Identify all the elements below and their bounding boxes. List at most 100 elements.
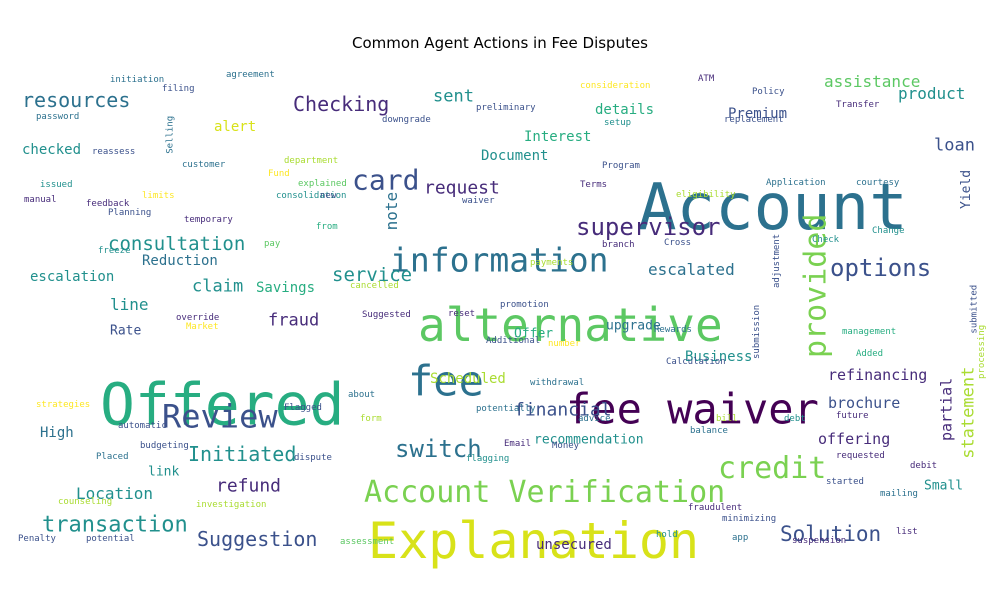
word-solution: Solution [780,522,881,546]
word-credit: credit [718,451,826,486]
word-application: Application [766,178,826,188]
word-dispute: dispute [294,453,332,463]
word-advice: advice [578,414,611,424]
word-escalation: escalation [30,269,114,285]
word-checking: Checking [293,92,389,116]
word-placed: Placed [96,452,129,462]
word-planning: Planning [108,208,151,218]
word-rate: Rate [110,323,141,338]
word-app: app [732,533,748,543]
word-processing: processing [977,325,987,379]
word-financial: financial [514,399,612,420]
word-hold: hold [656,530,678,540]
word-form: form [360,414,382,424]
word-fee-waiver: fee waiver [566,385,819,434]
word-about: about [348,390,375,400]
word-checked: checked [22,142,81,158]
word-payments: payments [530,258,573,268]
word-market: Market [186,322,219,332]
word-supervisor: supervisor [576,213,721,241]
word-from: from [316,222,338,232]
word-adjustment: adjustment [772,234,782,288]
word-selling: Selling [166,116,176,154]
word-claim: claim [192,277,243,297]
word-started: started [826,477,864,487]
word-business: Business [685,349,752,365]
word-replacement: replacement [724,115,784,125]
word-atm: ATM [698,74,715,84]
word-minimizing: minimizing [722,514,776,524]
word-debit: debit [910,461,937,471]
word-offered: Offered [100,370,344,438]
word-potentially: potentially [476,404,536,414]
word-waiver: waiver [462,196,495,206]
word-courtesy: courtesy [856,178,900,188]
word-details: details [595,102,654,118]
word-change: Change [872,226,905,236]
word-eligibility: eligibility [676,190,736,200]
word-line: line [110,295,149,314]
word-withdrawal: withdrawal [530,378,584,388]
word-fraud: fraud [268,311,319,331]
word-savings: Savings [256,280,315,296]
word-new: new [320,191,337,201]
word-cancelled: cancelled [350,281,399,291]
word-flagged: Flagged [284,403,322,413]
word-initiation: initiation [110,75,164,85]
word-downgrade: downgrade [382,115,431,125]
word-small: Small [924,478,963,493]
word-location: Location [76,484,153,503]
word-department: department [284,156,338,166]
word-debt: debt [784,414,806,424]
word-calculation: Calculation [666,357,726,367]
word-override: override [176,313,219,323]
word-brochure: brochure [828,394,900,412]
word-reduction: Reduction [142,253,218,269]
word-agreement: agreement [226,70,275,80]
word-review: Review [162,398,278,436]
word-suspension: suspension [792,536,846,546]
word-provided: provided [799,214,834,359]
word-service: service [332,264,412,286]
word-options: options [830,254,931,282]
word-added: Added [856,349,883,359]
word-fraudulent: fraudulent [688,503,742,513]
word-investigation: investigation [196,500,266,510]
word-penalty: Penalty [18,534,57,544]
word-upgrade: upgrade [606,318,661,333]
word-assessment: assessment [340,537,394,547]
word-switch: switch [395,435,482,463]
word-consolidation: consolidation [276,191,346,201]
word-feedback: feedback [86,199,130,209]
word-counseling: counseling [58,497,112,507]
word-suggestion: Suggestion [197,527,317,551]
word-money: Money [552,441,580,451]
word-unsecured: unsecured [536,537,612,553]
word-consideration: consideration [580,81,650,91]
word-issued: issued [40,180,73,190]
word-recommendation: recommendation [534,432,644,447]
word-setup: setup [604,118,631,128]
word-transfer: Transfer [836,100,880,110]
chart-title: Common Agent Actions in Fee Disputes [351,34,648,52]
word-program: Program [602,161,640,171]
word-filing: filing [162,84,195,94]
word-policy: Policy [752,87,785,97]
word-budgeting: budgeting [140,441,189,451]
word-temporary: temporary [184,215,233,225]
word-additional: Additional [486,336,540,346]
word-alert: alert [214,119,256,135]
word-future: future [836,411,869,421]
word-note: note [382,192,401,231]
word-manual: manual [24,195,57,205]
word-management: management [842,327,896,337]
word-limits: limits [142,191,175,201]
word-reassess: reassess [92,147,135,157]
word-terms: Terms [580,180,607,190]
word-check: Check [812,235,840,245]
word-list: list [896,527,918,537]
word-premium: Premium [728,106,787,122]
word-statement: statement [959,367,979,459]
word-partial: partial [937,378,955,441]
